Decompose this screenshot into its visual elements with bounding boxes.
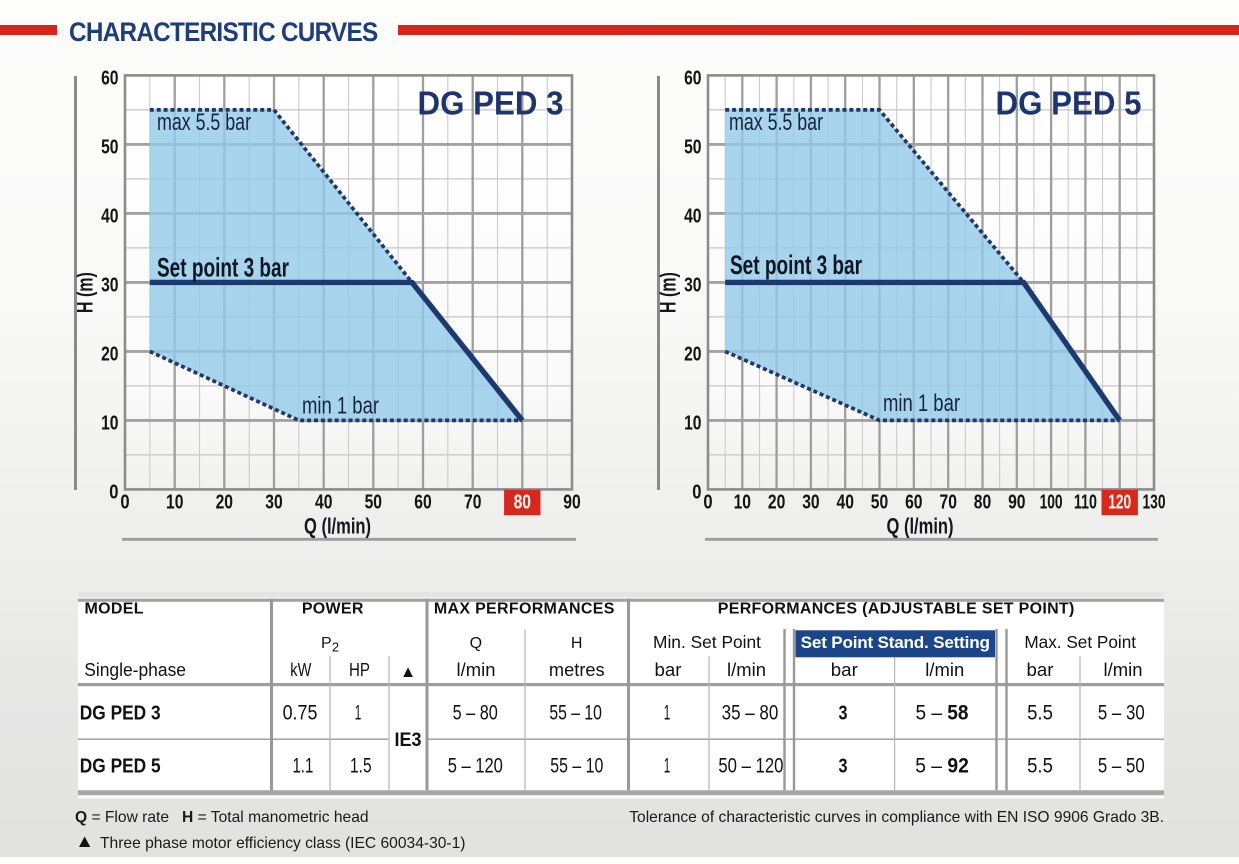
svg-text:50: 50 xyxy=(365,492,382,514)
svg-text:70: 70 xyxy=(940,492,957,514)
svg-text:▲: ▲ xyxy=(400,663,416,681)
svg-text:HP: HP xyxy=(349,660,370,680)
svg-text:min 1 bar: min 1 bar xyxy=(883,390,960,417)
svg-text:metres: metres xyxy=(549,660,605,680)
svg-text:0: 0 xyxy=(120,492,129,514)
svg-text:PERFORMANCES (ADJUSTABLE SET P: PERFORMANCES (ADJUSTABLE SET POINT) xyxy=(718,601,1075,618)
svg-text:20: 20 xyxy=(216,492,233,514)
svg-text:0: 0 xyxy=(109,481,118,503)
svg-text:80: 80 xyxy=(974,492,991,514)
svg-text:Single-phase: Single-phase xyxy=(84,660,186,680)
svg-text:5 – 80: 5 – 80 xyxy=(453,702,498,725)
svg-text:0: 0 xyxy=(703,492,712,514)
svg-text:30: 30 xyxy=(101,274,118,296)
svg-text:min 1 bar: min 1 bar xyxy=(302,392,379,419)
svg-text:max 5.5 bar: max 5.5 bar xyxy=(157,109,251,136)
svg-text:POWER: POWER xyxy=(302,601,364,618)
svg-text:l/min: l/min xyxy=(925,660,964,680)
svg-text:10: 10 xyxy=(734,492,751,514)
svg-text:60: 60 xyxy=(101,67,118,89)
svg-text:10: 10 xyxy=(684,412,701,434)
svg-text:bar: bar xyxy=(831,660,858,680)
svg-text:90: 90 xyxy=(563,492,580,514)
svg-text:Min. Set Point: Min. Set Point xyxy=(653,632,761,652)
svg-text:5 – 58: 5 – 58 xyxy=(916,702,969,725)
svg-text:80: 80 xyxy=(514,492,531,514)
svg-text:max 5.5 bar: max 5.5 bar xyxy=(729,109,823,136)
svg-text:l/min: l/min xyxy=(457,660,496,680)
svg-text:30: 30 xyxy=(265,492,282,514)
svg-text:Three phase motor efficiency c: Three phase motor efficiency class (IEC … xyxy=(100,835,465,852)
svg-text:50: 50 xyxy=(101,136,118,158)
svg-text:bar: bar xyxy=(1027,660,1054,680)
svg-text:120: 120 xyxy=(1108,492,1131,514)
svg-text:DG PED 3: DG PED 3 xyxy=(418,85,564,122)
svg-text:DG PED 5: DG PED 5 xyxy=(996,85,1142,122)
svg-text:1: 1 xyxy=(664,702,671,725)
svg-text:20: 20 xyxy=(684,343,701,365)
svg-text:70: 70 xyxy=(464,492,481,514)
svg-text:0.75: 0.75 xyxy=(283,702,318,725)
svg-text:3: 3 xyxy=(839,755,848,777)
svg-text:MODEL: MODEL xyxy=(85,601,144,618)
svg-text:Tolerance of characteristic cu: Tolerance of characteristic curves in co… xyxy=(629,809,1164,826)
svg-text:Q = Flow rate H = Total mano: Q = Flow rate H = Total manometric head xyxy=(75,809,369,826)
svg-text:10: 10 xyxy=(166,492,183,514)
svg-text:40: 40 xyxy=(315,492,332,514)
svg-text:l/min: l/min xyxy=(727,660,766,680)
svg-text:0: 0 xyxy=(692,481,701,503)
svg-text:130: 130 xyxy=(1143,492,1166,514)
svg-text:110: 110 xyxy=(1074,492,1097,514)
svg-text:IE3: IE3 xyxy=(395,730,422,751)
svg-text:30: 30 xyxy=(684,274,701,296)
svg-text:Max. Set Point: Max. Set Point xyxy=(1024,632,1136,652)
svg-text:1: 1 xyxy=(355,702,362,725)
svg-text:5 – 92: 5 – 92 xyxy=(915,754,969,777)
svg-text:Q (l/min): Q (l/min) xyxy=(304,514,371,539)
svg-text:100: 100 xyxy=(1040,492,1063,514)
svg-text:5 – 120: 5 – 120 xyxy=(448,754,503,777)
svg-text:Set point 3 bar: Set point 3 bar xyxy=(157,252,289,282)
svg-text:60: 60 xyxy=(684,67,701,89)
svg-text:50: 50 xyxy=(871,492,888,514)
svg-text:50: 50 xyxy=(684,136,701,158)
svg-text:5.5: 5.5 xyxy=(1027,702,1053,725)
svg-text:l/min: l/min xyxy=(1104,660,1143,680)
svg-text:H: H xyxy=(571,635,583,652)
svg-text:H (m): H (m) xyxy=(656,272,681,313)
svg-text:Q: Q xyxy=(470,635,483,652)
svg-text:35 – 80: 35 – 80 xyxy=(722,702,779,725)
svg-text:Set point 3 bar: Set point 3 bar xyxy=(730,250,862,280)
svg-text:40: 40 xyxy=(684,205,701,227)
svg-text:60: 60 xyxy=(905,492,922,514)
svg-text:P2: P2 xyxy=(321,635,340,655)
svg-text:DG PED 5: DG PED 5 xyxy=(80,755,161,777)
svg-text:5 – 50: 5 – 50 xyxy=(1098,754,1145,777)
svg-text:5 – 30: 5 – 30 xyxy=(1098,702,1145,725)
svg-text:40: 40 xyxy=(837,492,854,514)
svg-text:1.5: 1.5 xyxy=(350,754,372,777)
svg-text:kW: kW xyxy=(290,660,311,680)
svg-text:1: 1 xyxy=(664,754,671,777)
svg-text:Set Point Stand. Setting: Set Point Stand. Setting xyxy=(801,634,990,652)
svg-text:DG PED 3: DG PED 3 xyxy=(80,703,161,725)
svg-text:55 – 10: 55 – 10 xyxy=(550,754,603,777)
svg-text:3: 3 xyxy=(839,703,848,725)
svg-text:55 – 10: 55 – 10 xyxy=(549,702,602,725)
svg-text:Q (l/min): Q (l/min) xyxy=(887,514,954,539)
svg-text:40: 40 xyxy=(101,205,118,227)
svg-text:10: 10 xyxy=(101,412,118,434)
svg-text:20: 20 xyxy=(768,492,785,514)
svg-text:30: 30 xyxy=(802,492,819,514)
svg-text:MAX PERFORMANCES: MAX PERFORMANCES xyxy=(434,601,615,618)
svg-text:20: 20 xyxy=(101,343,118,365)
svg-text:bar: bar xyxy=(655,660,682,680)
svg-text:5.5: 5.5 xyxy=(1027,754,1053,777)
svg-text:90: 90 xyxy=(1008,492,1025,514)
svg-text:50 – 120: 50 – 120 xyxy=(718,754,783,777)
svg-text:60: 60 xyxy=(414,492,431,514)
svg-text:H (m): H (m) xyxy=(73,272,98,313)
svg-text:1.1: 1.1 xyxy=(292,754,313,777)
